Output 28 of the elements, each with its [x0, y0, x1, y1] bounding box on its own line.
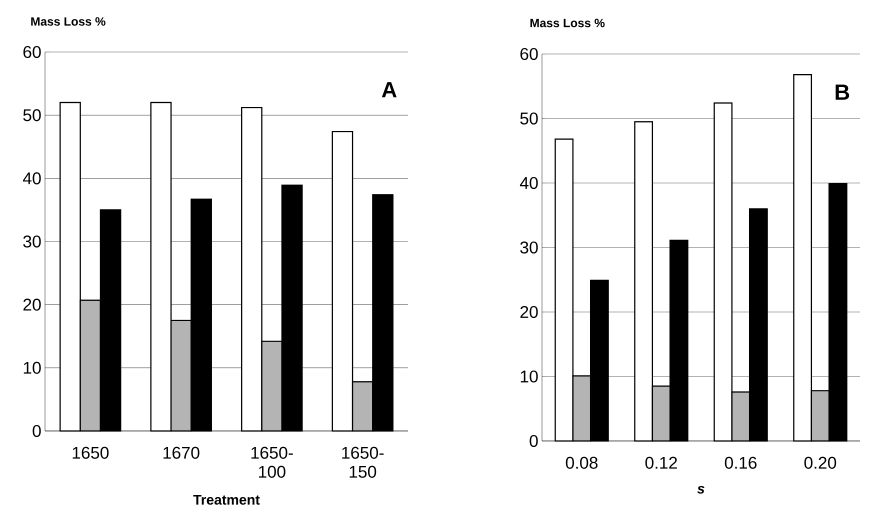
y-tick-label: 60	[23, 46, 41, 58]
y-axis-title: Mass Loss %	[530, 18, 605, 28]
x-tick-label: 1670	[164, 446, 200, 459]
x-tick-label: 1650	[72, 446, 109, 459]
x-axis-title: Treatment	[193, 494, 260, 505]
annotation: B	[836, 84, 850, 100]
y-tick-label: 30	[23, 235, 41, 248]
y-tick-label: 40	[520, 176, 538, 190]
y-tick-label: 0	[530, 434, 538, 448]
y-tick-label: 10	[520, 370, 538, 383]
x-tick-label: 0.20	[804, 456, 836, 469]
y-tick-label: 60	[520, 48, 538, 60]
x-axis-title: s	[697, 486, 704, 494]
x-tick-label: 0.08	[566, 456, 598, 469]
y-tick-label: 50	[520, 112, 538, 125]
y-tick-label: 30	[520, 241, 538, 254]
x-tick-label: 0.12	[645, 456, 677, 469]
y-tick-label: 50	[23, 109, 41, 122]
y-tick-label: 20	[23, 298, 41, 311]
x-tick-label: 0.16	[724, 456, 757, 469]
annotation: A	[382, 82, 397, 98]
y-tick-label: 0	[32, 424, 41, 438]
y-tick-label: 40	[22, 172, 41, 184]
x-tick-label: 1650-150	[342, 446, 384, 478]
y-tick-label: 10	[24, 362, 41, 374]
x-tick-label: 1650-100	[251, 446, 293, 478]
y-tick-label: 20	[520, 306, 538, 318]
y-axis-title: Mass Loss %	[31, 17, 106, 26]
